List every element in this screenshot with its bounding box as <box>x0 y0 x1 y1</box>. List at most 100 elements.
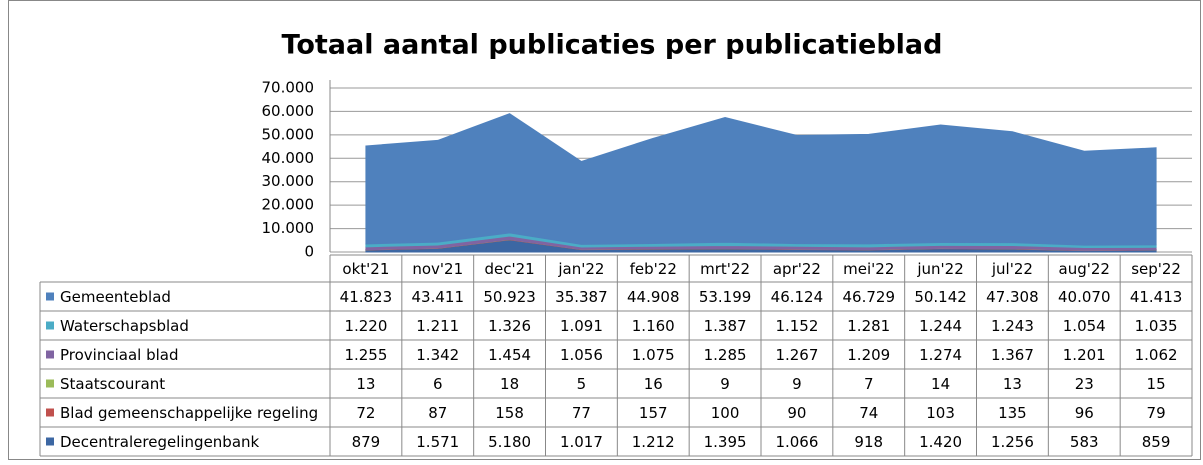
table-value: 50.142 <box>914 288 967 306</box>
table-value: 583 <box>1070 433 1099 451</box>
y-tick-label: 60.000 <box>262 102 315 120</box>
table-value: 1.243 <box>991 317 1034 335</box>
table-value: 13 <box>356 375 375 393</box>
table-value: 18 <box>500 375 519 393</box>
area <box>365 113 1157 246</box>
table-value: 41.413 <box>1130 288 1183 306</box>
table-value: 1.285 <box>704 346 747 364</box>
table-value: 1.017 <box>560 433 603 451</box>
table-value: 72 <box>356 404 375 422</box>
table-value: 859 <box>1142 433 1171 451</box>
table-value: 1.201 <box>1063 346 1106 364</box>
legend-label: Blad gemeenschappelijke regeling <box>60 404 318 422</box>
table-value: 1.274 <box>919 346 962 364</box>
table-value: 103 <box>926 404 955 422</box>
table-value: 44.908 <box>627 288 680 306</box>
table-value: 43.411 <box>412 288 465 306</box>
chart-border <box>8 0 1201 460</box>
table-value: 77 <box>572 404 591 422</box>
x-tick-label: nov'21 <box>412 260 463 278</box>
table-value: 90 <box>787 404 806 422</box>
table-value: 15 <box>1147 375 1166 393</box>
table-value: 35.387 <box>555 288 608 306</box>
table-value: 9 <box>792 375 802 393</box>
table-value: 6 <box>433 375 443 393</box>
table-value: 1.091 <box>560 317 603 335</box>
table-value: 41.823 <box>340 288 393 306</box>
x-tick-label: aug'22 <box>1059 260 1110 278</box>
table-value: 74 <box>859 404 878 422</box>
x-tick-label: jul'22 <box>991 260 1033 278</box>
legend-swatch <box>46 350 54 359</box>
table-value: 1.212 <box>632 433 675 451</box>
legend-label: Waterschapsblad <box>60 317 189 335</box>
table-value: 87 <box>428 404 447 422</box>
table-value: 47.308 <box>986 288 1039 306</box>
table-value: 1.066 <box>775 433 818 451</box>
table-value: 1.367 <box>991 346 1034 364</box>
table-value: 1.209 <box>847 346 890 364</box>
y-tick-label: 50.000 <box>262 125 315 143</box>
table-value: 13 <box>1003 375 1022 393</box>
table-value: 1.395 <box>704 433 747 451</box>
table-value: 40.070 <box>1058 288 1111 306</box>
legend-label: Gemeenteblad <box>60 288 171 306</box>
table-value: 1.152 <box>775 317 818 335</box>
x-tick-label: sep'22 <box>1131 260 1181 278</box>
legend-swatch <box>46 379 54 388</box>
y-tick-label: 20.000 <box>262 196 315 214</box>
table-value: 1.160 <box>632 317 675 335</box>
table-value: 1.211 <box>416 317 459 335</box>
table-value: 14 <box>931 375 950 393</box>
table-value: 1.281 <box>847 317 890 335</box>
table-value: 23 <box>1075 375 1094 393</box>
table-value: 1.056 <box>560 346 603 364</box>
legend-label: Staatscourant <box>60 375 165 393</box>
table-value: 46.124 <box>771 288 824 306</box>
table-value: 1.256 <box>991 433 1034 451</box>
chart-title: Totaal aantal publicaties per publicatie… <box>282 30 943 61</box>
table-value: 96 <box>1075 404 1094 422</box>
table-value: 1.454 <box>488 346 531 364</box>
x-tick-label: jun'22 <box>916 260 963 278</box>
table-value: 100 <box>711 404 740 422</box>
table-value: 1.244 <box>919 317 962 335</box>
table-value: 5.180 <box>488 433 531 451</box>
y-tick-label: 40.000 <box>262 149 315 167</box>
table-value: 9 <box>720 375 730 393</box>
y-tick-label: 0 <box>304 243 314 261</box>
legend-swatch <box>46 408 54 417</box>
table-value: 1.267 <box>775 346 818 364</box>
legend-swatch <box>46 292 54 301</box>
y-tick-label: 30.000 <box>262 172 315 190</box>
table-value: 50.923 <box>483 288 536 306</box>
legend-label: Decentraleregelingenbank <box>60 433 260 451</box>
legend-label: Provinciaal blad <box>60 346 178 364</box>
table-value: 918 <box>854 433 883 451</box>
legend-swatch <box>46 321 54 330</box>
table-value: 1.571 <box>416 433 459 451</box>
x-tick-label: feb'22 <box>630 260 677 278</box>
table-value: 1.220 <box>344 317 387 335</box>
table-value: 5 <box>577 375 587 393</box>
x-tick-label: mei'22 <box>843 260 894 278</box>
table-value: 1.054 <box>1063 317 1106 335</box>
table-value: 53.199 <box>699 288 752 306</box>
table-value: 158 <box>495 404 524 422</box>
x-tick-label: jan'22 <box>557 260 604 278</box>
table-value: 135 <box>998 404 1027 422</box>
table-value: 1.035 <box>1135 317 1178 335</box>
table-value: 1.255 <box>344 346 387 364</box>
table-value: 1.326 <box>488 317 531 335</box>
table-value: 1.075 <box>632 346 675 364</box>
table-value: 46.729 <box>843 288 896 306</box>
table-value: 157 <box>639 404 668 422</box>
table-value: 79 <box>1147 404 1166 422</box>
y-tick-label: 70.000 <box>262 79 315 97</box>
x-tick-label: apr'22 <box>773 260 821 278</box>
x-tick-label: okt'21 <box>342 260 389 278</box>
legend-swatch <box>46 437 54 446</box>
table-value: 1.342 <box>416 346 459 364</box>
table-value: 16 <box>644 375 663 393</box>
